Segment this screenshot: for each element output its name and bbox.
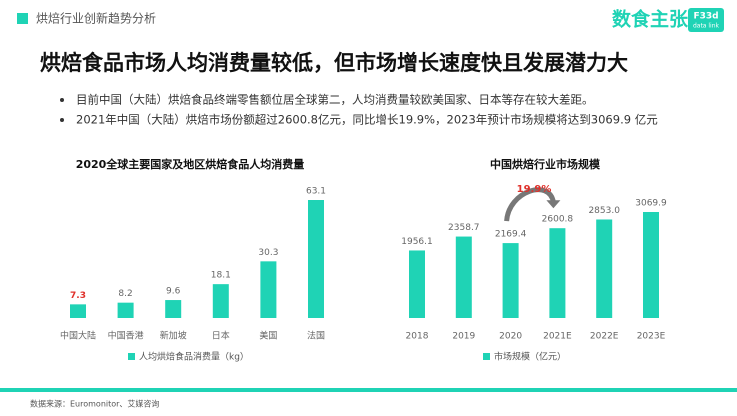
logo-badge-top: F33d [693, 12, 718, 22]
bullet: 2021年中国（大陆）烘焙市场份额超过2600.8亿元，同比增长19.9%，20… [76, 113, 658, 127]
legend-label: 人均烘焙食品消费量（kg） [139, 351, 249, 363]
x-tick-label: 2019 [452, 332, 475, 342]
bar [643, 212, 659, 318]
slide-title: 烘焙食品市场人均消费量较低，但市场增长速度快且发展潜力大 [40, 51, 628, 75]
bar [549, 228, 566, 318]
value-label: 18.1 [211, 271, 231, 281]
x-tick-label: 美国 [259, 330, 277, 342]
logo-badge-bottom: data link [693, 23, 720, 30]
bar [409, 250, 425, 318]
bar [596, 219, 613, 318]
chart-title: 中国烘焙行业市场规模 [490, 157, 601, 171]
bar [117, 302, 134, 318]
x-tick-label: 中国香港 [108, 330, 144, 342]
bullet-dot [60, 118, 64, 122]
value-label: 2600.8 [542, 215, 574, 225]
chart-title: 2020全球主要国家及地区烘焙食品人均消费量 [76, 157, 305, 171]
growth-arrow [504, 187, 556, 222]
x-tick-label: 日本 [212, 330, 230, 342]
value-label: 63.1 [306, 187, 326, 197]
footer-bar [0, 388, 737, 392]
bar [70, 304, 86, 318]
annotation: 19.9% [517, 184, 552, 195]
value-label: 3069.9 [635, 199, 667, 209]
legend-swatch [483, 353, 490, 360]
bar [502, 243, 519, 318]
section-icon [17, 13, 28, 24]
x-tick-label: 2021E [543, 332, 572, 342]
bar [212, 284, 229, 318]
x-tick-label: 新加坡 [160, 330, 187, 342]
bar [455, 236, 472, 318]
source: 数据来源：Euromonitor、艾媒咨询 [30, 399, 159, 409]
value-label: 9.6 [166, 287, 181, 297]
x-tick-label: 2018 [406, 332, 429, 342]
value-label: 30.3 [258, 248, 278, 258]
value-label: 2169.4 [495, 230, 527, 240]
x-tick-label: 法国 [307, 330, 325, 342]
legend-swatch [128, 353, 135, 360]
arrow-head [546, 200, 561, 209]
bullet-dot [60, 98, 64, 102]
x-tick-label: 2020 [499, 332, 522, 342]
value-label: 2358.7 [448, 223, 480, 233]
bar [165, 300, 182, 318]
legend-label: 市场规模（亿元） [494, 351, 566, 363]
section-title: 烘焙行业创新趋势分析 [36, 11, 156, 26]
value-label: 1956.1 [401, 237, 433, 247]
logo-badge [688, 8, 724, 32]
bullet: 目前中国（大陆）烘焙食品终端零售额位居全球第二，人均消费量较欧美国家、日本等存在… [76, 93, 594, 107]
bar [308, 200, 324, 318]
value-label: 2853.0 [588, 206, 620, 216]
x-tick-label: 2022E [590, 332, 619, 342]
bar [260, 261, 277, 318]
logo-name: 数食主张 [612, 8, 689, 31]
x-tick-label: 中国大陆 [60, 330, 96, 342]
x-tick-label: 2023E [637, 332, 666, 342]
value-label: 7.3 [70, 291, 86, 301]
value-label: 8.2 [118, 289, 132, 299]
